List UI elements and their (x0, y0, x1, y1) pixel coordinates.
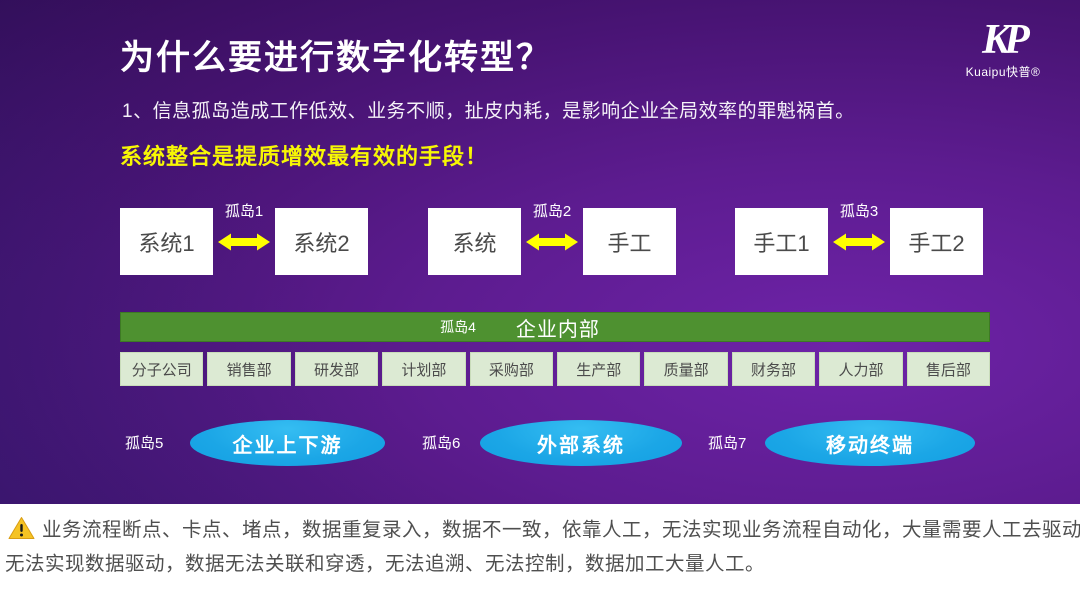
page-title: 为什么要进行数字化转型？ (120, 39, 552, 77)
system-box: 手工 (583, 208, 676, 275)
kuaipu-logo: KP Kuaipu快普® (958, 18, 1048, 80)
island-ellipse-external-systems: 外部系统 (480, 420, 682, 466)
system-box: 手工2 (890, 208, 983, 275)
double-arrow-icon (218, 233, 270, 250)
island-gap-1: 孤岛1 (213, 203, 275, 275)
footer-warning-panel: 业务流程断点、卡点、堵点，数据重复录入，数据不一致，依靠人工，无法实现业务流程自… (0, 504, 1080, 596)
enterprise-internal-bar: 孤岛4 企业内部 (120, 312, 990, 342)
department-box: 生产部 (557, 352, 641, 386)
department-row: 分子公司 销售部 研发部 计划部 采购部 生产部 质量部 财务部 人力部 售后部 (120, 352, 991, 386)
island-tag-5: 孤岛5 (125, 435, 164, 452)
island-gap-2: 孤岛2 (521, 203, 583, 275)
department-box: 售后部 (906, 352, 991, 386)
system-pair-group-3: 手工1 孤岛3 手工2 (735, 203, 983, 275)
island-gap-3: 孤岛3 (828, 203, 890, 275)
island-tag-7: 孤岛7 (708, 435, 747, 452)
enterprise-internal-title: 企业内部 (515, 318, 600, 341)
department-box: 分子公司 (120, 352, 204, 386)
island-tag-4: 孤岛4 (440, 319, 476, 335)
warning-icon (8, 517, 35, 539)
system-box: 系统2 (275, 208, 368, 275)
highlight-statement: 系统整合是提质增效最有效的手段！ (120, 144, 489, 169)
department-box: 研发部 (294, 352, 379, 386)
department-box: 财务部 (731, 352, 816, 386)
department-box: 销售部 (207, 352, 291, 386)
island-tag-3: 孤岛3 (839, 203, 879, 220)
system-box: 系统 (428, 208, 521, 275)
external-islands-row: 孤岛5 企业上下游 孤岛6 外部系统 孤岛7 移动终端 (0, 418, 1080, 468)
footer-line-2: 无法实现数据驱动，数据无法关联和穿透，无法追溯、无法控制，数据加工大量人工。 (5, 547, 1075, 581)
island-ellipse-upstream-downstream: 企业上下游 (190, 420, 385, 466)
kuaipu-logo-name: Kuaipu快普® (965, 65, 1041, 79)
island-ellipse-mobile-terminal: 移动终端 (765, 420, 975, 466)
double-arrow-icon (833, 233, 885, 250)
footer-line-1: 业务流程断点、卡点、堵点，数据重复录入，数据不一致，依靠人工，无法实现业务流程自… (5, 513, 1080, 547)
system-box: 系统1 (120, 208, 213, 275)
footer-text-line-1: 业务流程断点、卡点、堵点，数据重复录入，数据不一致，依靠人工，无法实现业务流程自… (42, 519, 1080, 541)
department-box: 质量部 (644, 352, 728, 386)
kuaipu-logo-monogram-icon: KP (982, 17, 1030, 63)
department-box: 计划部 (382, 352, 466, 386)
footer-text-line-2: 无法实现数据驱动，数据无法关联和穿透，无法追溯、无法控制，数据加工大量人工。 (5, 553, 766, 575)
system-box: 手工1 (735, 208, 828, 275)
department-box: 人力部 (819, 352, 903, 386)
double-arrow-icon (526, 233, 578, 250)
system-pair-group-2: 系统 孤岛2 手工 (428, 203, 676, 275)
island-tag-6: 孤岛6 (422, 435, 461, 452)
department-box: 采购部 (469, 352, 554, 386)
island-tag-2: 孤岛2 (532, 203, 572, 220)
island-tag-1: 孤岛1 (224, 203, 264, 220)
system-pair-group-1: 系统1 孤岛1 系统2 (120, 203, 368, 275)
subtitle-point-1: 1、信息孤岛造成工作低效、业务不顺，扯皮内耗，是影响企业全局效率的罪魁祸首。 (122, 101, 855, 122)
